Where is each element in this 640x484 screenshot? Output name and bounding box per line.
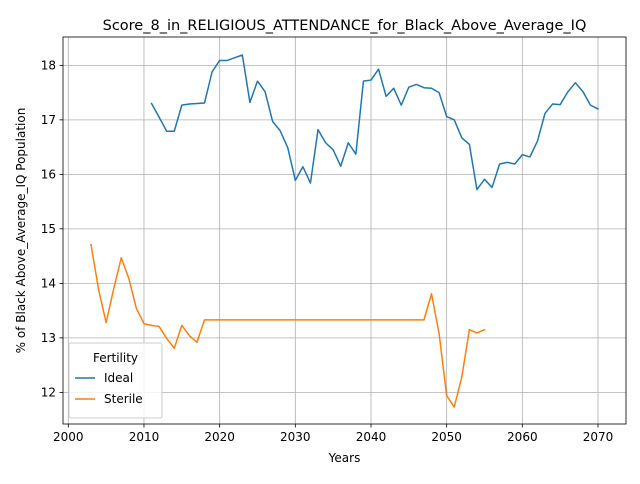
y-axis-label: % of Black Above_Average_IQ Population	[14, 108, 28, 354]
x-tick-label: 2030	[280, 430, 311, 444]
legend-title: Fertility	[93, 351, 138, 365]
series-line-sterile	[90, 243, 486, 408]
y-tick-label: 16	[41, 167, 56, 181]
axis-ticks: 2000 2010 2020 2030 2040 2050 2060 2070 12 13 14 15…	[41, 58, 614, 444]
x-tick-label: 2010	[129, 430, 160, 444]
legend: Fertility Ideal Sterile	[68, 342, 163, 419]
legend-label-sterile: Sterile	[104, 392, 143, 406]
y-tick-label: 12	[41, 385, 56, 399]
y-tick-label: 15	[41, 222, 56, 236]
plot-frame	[62, 36, 627, 425]
chart-title: Score_8_in_RELIGIOUS_ATTENDANCE_for_Blac…	[103, 18, 587, 34]
x-tick-label: 2020	[204, 430, 235, 444]
y-tick-label: 14	[41, 276, 56, 290]
legend-label-ideal: Ideal	[104, 371, 133, 385]
x-tick-label: 2000	[53, 430, 84, 444]
x-axis-label: Years	[328, 451, 361, 465]
y-tick-label: 18	[41, 58, 56, 72]
y-tick-label: 13	[41, 331, 56, 345]
y-tick-label: 17	[41, 113, 56, 127]
x-tick-label: 2040	[356, 430, 387, 444]
x-tick-label: 2070	[583, 430, 614, 444]
series-line-ideal	[150, 54, 600, 191]
series-lines	[90, 54, 600, 408]
x-tick-label: 2060	[507, 430, 538, 444]
x-tick-label: 2050	[431, 430, 462, 444]
